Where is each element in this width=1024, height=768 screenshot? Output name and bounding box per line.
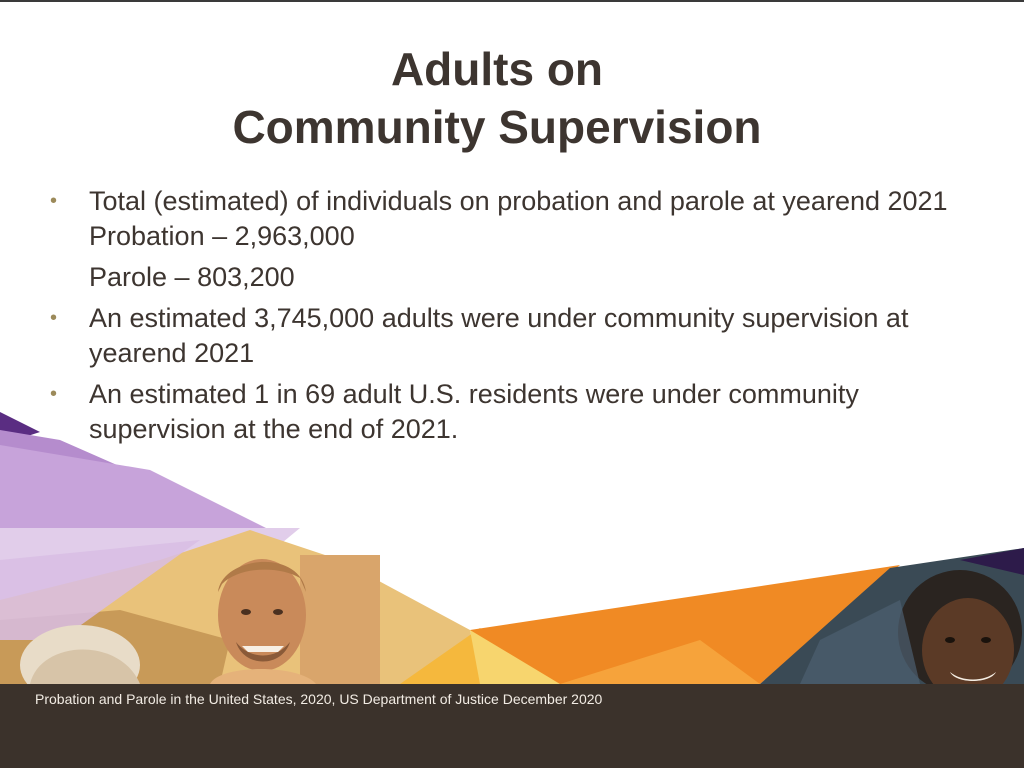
bullet-dot-icon: •: [50, 190, 58, 212]
orange-triangle: [470, 565, 900, 684]
title-line-2: Community Supervision: [232, 101, 762, 153]
gold-triangle: [400, 628, 560, 684]
warm-photo-region: [0, 530, 480, 684]
blue-gray-overlay: [800, 600, 920, 684]
purple-triangle-dark: [0, 412, 40, 445]
orange-light-triangle: [560, 640, 760, 684]
bullet-list: • Total (estimated) of individuals on pr…: [50, 184, 1010, 447]
bullet-line: Probation – 2,963,000: [89, 221, 355, 251]
purple-band-mid: [0, 445, 270, 530]
footer-bar: Probation and Parole in the United State…: [0, 684, 1024, 768]
right-photo-region: [760, 548, 1024, 684]
sub-item-parole: Parole – 803,200: [50, 260, 1010, 295]
lavender-band: [0, 528, 300, 660]
bullet-line: An estimated 1 in 69 adult U.S. resident…: [89, 379, 859, 409]
bullet-item-ratio: • An estimated 1 in 69 adult U.S. reside…: [50, 377, 1010, 447]
dark-purple-triangle-right: [960, 548, 1024, 575]
bullet-dot-icon: •: [50, 307, 58, 329]
bullet-line: Total (estimated) of individuals on prob…: [89, 186, 948, 216]
source-citation: Probation and Parole in the United State…: [35, 691, 603, 707]
bullet-line: yearend 2021: [89, 338, 255, 368]
top-divider: [0, 0, 1024, 2]
smiling-man-photo: [210, 555, 380, 684]
pale-yellow-triangle: [470, 630, 610, 684]
smiling-woman-photo: [898, 570, 1022, 702]
lavender-overlay: [0, 540, 200, 640]
warm-photo-shadow: [0, 610, 230, 684]
bullet-line: supervision at the end of 2021.: [89, 414, 459, 444]
bullet-item-totals: • Total (estimated) of individuals on pr…: [50, 184, 1010, 254]
title-line-1: Adults on: [390, 43, 604, 95]
bullet-line: An estimated 3,745,000 adults were under…: [89, 303, 909, 333]
bullet-item-community-total: • An estimated 3,745,000 adults were und…: [50, 301, 1010, 371]
bullet-dot-icon: •: [50, 383, 58, 405]
slide-title: Adults on Community Supervision: [0, 40, 994, 156]
sub-line-parole: Parole – 803,200: [89, 262, 295, 292]
